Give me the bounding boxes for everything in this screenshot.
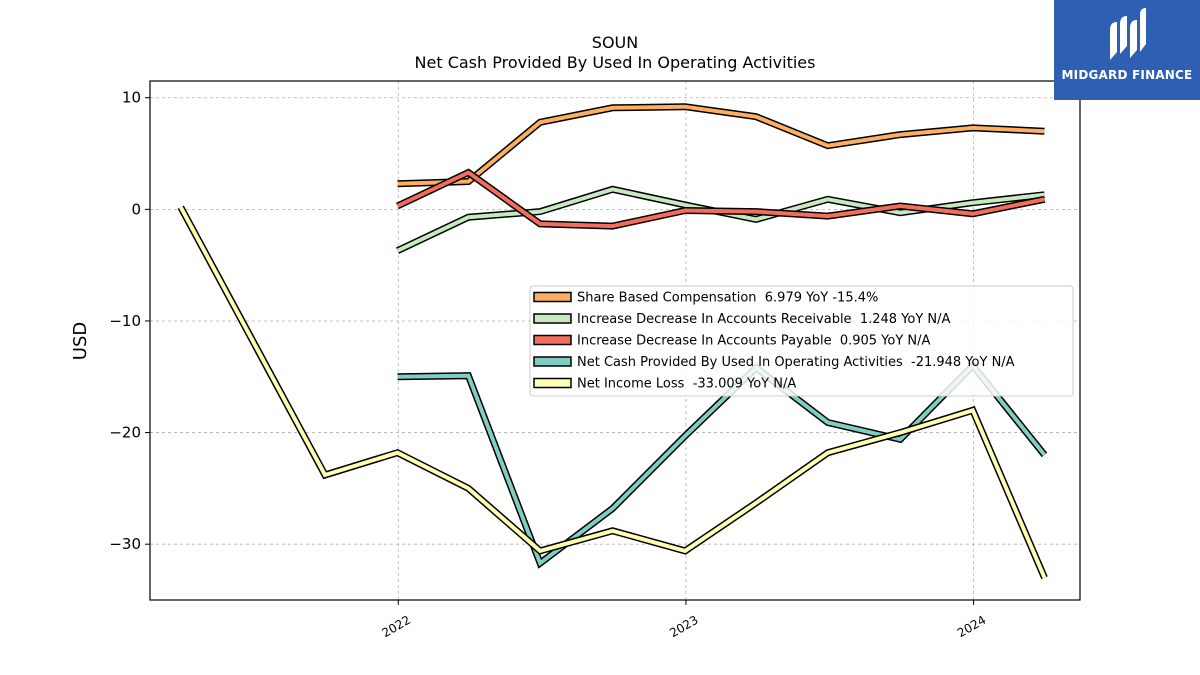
legend-box — [529, 285, 1074, 397]
legend-swatch — [533, 291, 572, 303]
series-outline — [396, 185, 1045, 254]
series-increase-decrease-in-accounts-receivable — [396, 185, 1045, 254]
legend-swatch — [533, 356, 572, 367]
legend-entry: Increase Decrease In Accounts Receivable… — [577, 312, 951, 327]
legend-swatch — [533, 377, 572, 389]
x-tick-label: 2023 — [667, 613, 700, 640]
plot-frame — [149, 80, 1081, 601]
brand-name: MIDGARD FINANCE — [1061, 68, 1193, 82]
series-outline — [397, 103, 1045, 188]
y-axis-label: USD — [70, 322, 91, 360]
legend-entry: Increase Decrease In Accounts Payable 0.… — [577, 334, 931, 349]
y-tick-label: −10 — [109, 312, 141, 330]
y-tick-label: −20 — [109, 424, 141, 442]
series-line — [397, 362, 1047, 567]
legend-swatch — [533, 334, 572, 346]
series-net-cash-provided-by-used-in-operating-activities — [397, 360, 1048, 569]
legend-swatch — [533, 313, 572, 324]
series-share-based-compensation — [397, 103, 1045, 188]
brand-logo: MIDGARD FINANCE — [1054, 0, 1200, 100]
series-lines — [177, 103, 1048, 580]
logo-mark-icon — [1110, 8, 1146, 60]
y-tick-label: −30 — [109, 535, 141, 553]
series-line — [397, 104, 1045, 186]
x-tick-label: 2022 — [380, 613, 413, 640]
series-line — [178, 206, 1047, 579]
legend-entry: Net Income Loss -33.009 YoY N/A — [577, 377, 796, 392]
series-line — [396, 170, 1045, 229]
series-net-income-loss — [177, 205, 1048, 580]
series-increase-decrease-in-accounts-payable — [396, 168, 1046, 230]
legend-entry: Share Based Compensation 6.979 YoY -15.4… — [577, 291, 878, 306]
y-tick-label: 10 — [122, 89, 141, 107]
series-line — [396, 187, 1045, 253]
legend: Share Based Compensation 6.979 YoY -15.4… — [529, 285, 1074, 397]
chart-title: SOUN — [592, 33, 638, 52]
x-ticks: 2022 2023 2024 — [380, 600, 988, 640]
y-tick-label: 0 — [131, 200, 141, 218]
chart-subtitle: Net Cash Provided By Used In Operating A… — [415, 53, 816, 72]
x-tick-label: 2024 — [955, 613, 988, 640]
legend-entry: Net Cash Provided By Used In Operating A… — [577, 355, 1015, 370]
y-ticks: 10 0 −10 −20 −30 — [109, 89, 150, 553]
